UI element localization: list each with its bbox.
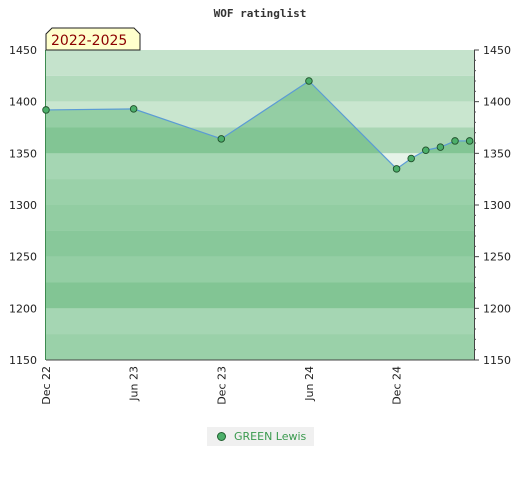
y-tick-label-right: 1450 <box>483 44 511 57</box>
period-badge-text: 2022-2025 <box>51 33 127 49</box>
y-tick-label-left: 1400 <box>9 96 37 109</box>
data-point <box>129 105 138 113</box>
y-tick-label-right: 1250 <box>483 251 511 264</box>
y-axis-left-labels: 1150 1200 1250 1300 1350 1400 1450 <box>9 44 37 367</box>
series-area-fill <box>46 81 474 360</box>
chart-title: WOF ratinglist <box>214 7 307 20</box>
series-markers <box>42 77 474 173</box>
y-axis-right-labels: 1150 1200 1250 1300 1350 1400 1450 <box>483 44 511 367</box>
background-band <box>46 127 474 154</box>
data-point <box>407 154 415 163</box>
data-point <box>436 143 445 151</box>
y-tick-label-right: 1400 <box>483 96 511 109</box>
legend-marker-icon <box>217 432 226 441</box>
data-point <box>42 106 50 114</box>
background-band <box>46 308 474 335</box>
y-tick-label-left: 1200 <box>9 302 37 315</box>
x-tick-label: Jun 24 <box>303 366 316 402</box>
series-line <box>45 80 470 170</box>
legend[interactable]: GREEN Lewis <box>207 427 315 446</box>
background-band <box>46 75 474 102</box>
y-tick-label-left: 1350 <box>9 147 37 160</box>
data-point <box>422 146 430 154</box>
y-tick-label-right: 1300 <box>483 199 511 212</box>
data-point <box>465 137 474 145</box>
y-tick-label-left: 1150 <box>9 354 37 367</box>
data-point <box>217 135 226 143</box>
background-band <box>46 153 474 180</box>
data-point <box>305 77 313 85</box>
background-bands <box>46 50 474 360</box>
series-area <box>45 80 474 360</box>
background-band <box>46 256 474 283</box>
background-band <box>46 205 474 231</box>
y-tick-label-left: 1250 <box>9 251 37 264</box>
data-point <box>392 165 401 173</box>
data-point <box>451 137 459 145</box>
y-tick-label-left: 1300 <box>9 199 37 212</box>
background-band <box>46 50 474 76</box>
background-band <box>46 230 474 257</box>
x-tick-label: Jun 23 <box>128 366 141 402</box>
background-band <box>46 101 474 128</box>
background-band <box>46 179 474 205</box>
background-band <box>46 282 474 309</box>
period-badge: 2022-2025 <box>45 27 141 51</box>
x-tick-label: Dec 22 <box>40 366 53 405</box>
x-axis-labels: Dec 22 Jun 23 Dec 23 Jun 24 Dec 24 <box>40 366 404 405</box>
x-tick-label: Dec 23 <box>215 366 228 405</box>
y-tick-label-right: 1200 <box>483 302 511 315</box>
y-tick-label-right: 1350 <box>483 147 511 160</box>
y-tick-label-right: 1150 <box>483 354 511 367</box>
legend-label: GREEN Lewis <box>234 430 307 443</box>
background-band <box>46 334 474 360</box>
y-tick-label-left: 1450 <box>9 44 37 57</box>
axes <box>45 49 479 361</box>
x-tick-label: Dec 24 <box>391 366 404 405</box>
